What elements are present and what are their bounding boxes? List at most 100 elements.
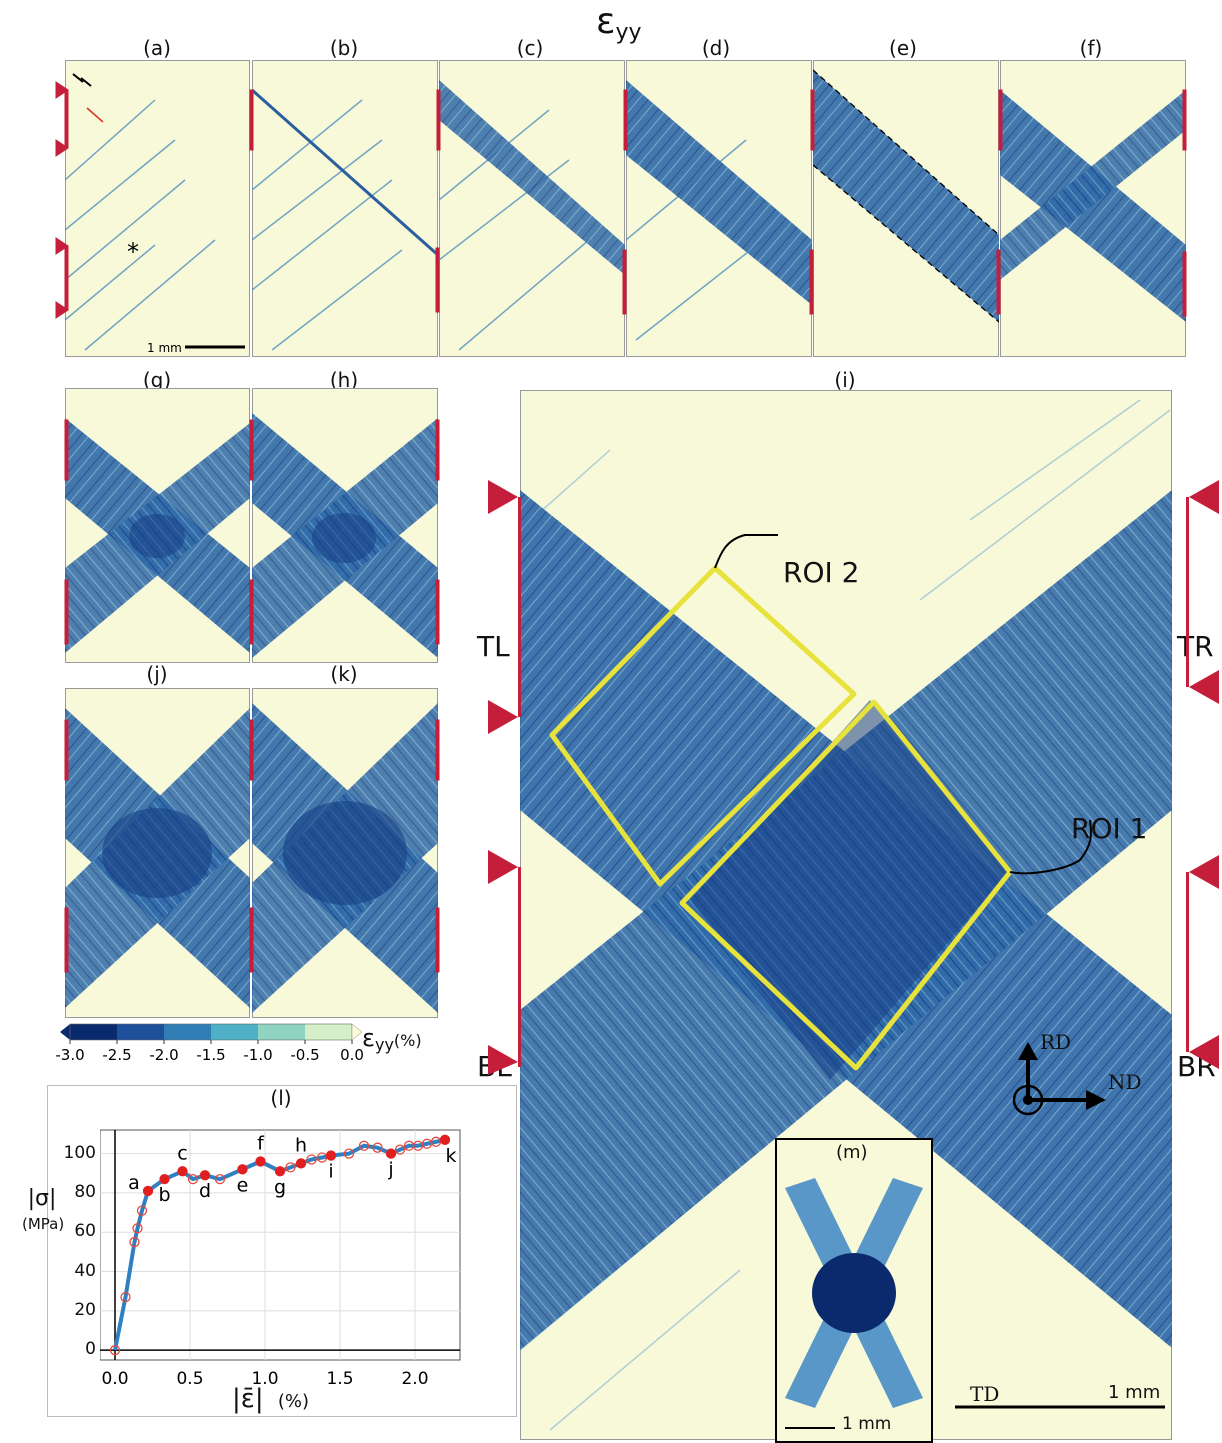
roi-2-label: ROI 2 <box>783 556 860 589</box>
y-tick-label: 80 <box>74 1181 96 1202</box>
inset-scale-label: 1 mm <box>842 1414 892 1434</box>
colorbar-tick-label: -1.0 <box>243 1046 272 1064</box>
highlight-label-k: k <box>445 1145 456 1167</box>
data-point <box>306 1154 317 1165</box>
highlight-point-e <box>237 1164 248 1175</box>
y-tick-label: 40 <box>74 1260 96 1281</box>
figure-title: εyy <box>596 4 642 51</box>
colorbar-tick-label: -1.5 <box>196 1046 225 1064</box>
colorbar-cell <box>305 1024 352 1040</box>
x-tick-label: 1.0 <box>251 1369 278 1389</box>
panel-i-grip-markers <box>488 480 1219 1075</box>
plot-area <box>100 1129 461 1361</box>
highlight-point-g <box>275 1166 285 1177</box>
scale-bar-label-small: 1 mm <box>147 341 182 355</box>
figure-title-main: ε <box>596 1 616 42</box>
panel-d-strain-map <box>626 60 812 357</box>
colorbar-cell <box>117 1024 164 1040</box>
panel-a-strain-map: * 1 mm <box>65 60 250 357</box>
highlight-label-f: f <box>257 1132 265 1154</box>
data-point <box>136 1205 148 1216</box>
y-tick-label: 0 <box>85 1339 96 1360</box>
highlight-label-g: g <box>274 1176 286 1198</box>
x-axis-label-main: |ε̄| <box>232 1384 264 1414</box>
colorbar: -3.0 -2.5 -2.0 -1.5 -1.0 -0.5 0.0 <box>55 1023 364 1064</box>
chart-title: (l) <box>270 1086 292 1110</box>
panel-label-a: (a) <box>143 36 171 60</box>
panel-h-strain-map <box>252 388 438 663</box>
axes-triad <box>955 1042 1165 1409</box>
highlight-point-a <box>143 1185 153 1196</box>
data-point <box>358 1140 370 1151</box>
highlight-point-f <box>255 1156 266 1167</box>
colorbar-cell <box>258 1024 305 1040</box>
panel-j-strain-map <box>65 688 250 1018</box>
colorbar-tick-label: -3.0 <box>55 1046 84 1064</box>
data-point <box>109 1345 121 1356</box>
colorbar-tick-label: -0.5 <box>290 1046 319 1064</box>
inset-label: (m) <box>836 1142 868 1163</box>
x-axis-label-unit: (%) <box>277 1391 309 1412</box>
panel-i-strain-map <box>520 390 1172 1440</box>
panel-label-f: (f) <box>1079 36 1103 60</box>
stress-strain-line <box>113 1137 446 1351</box>
panel-c-strain-map <box>439 60 625 357</box>
colorbar-label-sub: yy <box>374 1035 394 1054</box>
panel-label-j: (j) <box>146 662 168 686</box>
panel-label-k: (k) <box>330 662 358 686</box>
figure-title-sub: yy <box>615 20 642 45</box>
highlight-point-j <box>386 1148 396 1159</box>
highlight-point-d <box>200 1170 210 1181</box>
data-point <box>285 1162 296 1173</box>
colorbar-label-main: ε <box>362 1024 375 1052</box>
panel-e-strain-map <box>813 60 999 357</box>
panel-label-c: (c) <box>516 36 544 60</box>
highlight-label-c: c <box>177 1142 187 1164</box>
panel-b-strain-map <box>252 60 438 357</box>
highlight-point-i <box>326 1150 336 1161</box>
panel-label-d: (d) <box>701 36 731 60</box>
highlight-point-k <box>440 1134 450 1145</box>
data-point <box>394 1144 406 1155</box>
panel-k-strain-map <box>252 688 438 1018</box>
panel-f-strain-map <box>1000 60 1186 357</box>
highlight-label-h: h <box>295 1134 307 1156</box>
grip-label-tl: TL <box>477 630 510 663</box>
colorbar-tick-label: -2.0 <box>149 1046 178 1064</box>
data-point <box>214 1173 226 1185</box>
y-tick-label: 100 <box>63 1142 96 1163</box>
inset-m <box>775 1138 933 1443</box>
svg-text:*: * <box>127 238 139 266</box>
colorbar-label-unit: (%) <box>393 1031 422 1050</box>
data-point <box>187 1173 199 1185</box>
data-point <box>132 1223 143 1234</box>
colorbar-cell <box>211 1024 258 1040</box>
colorbar-cell <box>70 1024 117 1040</box>
roi-1-label: ROI 1 <box>1071 812 1148 845</box>
highlight-label-e: e <box>237 1174 249 1196</box>
panel-label-b: (b) <box>329 36 359 60</box>
highlight-label-j: j <box>387 1159 393 1181</box>
colorbar-label: εyy(%) <box>362 1024 422 1054</box>
data-point <box>343 1148 355 1159</box>
y-tick-label: 60 <box>74 1221 96 1242</box>
colorbar-tick-label: -2.5 <box>102 1046 131 1064</box>
y-axis-label-unit: (MPa) <box>22 1215 65 1233</box>
highlight-label-a: a <box>128 1172 140 1194</box>
x-tick-label: 1.5 <box>326 1369 353 1389</box>
y-axis-label: |σ| (MPa) <box>22 1186 65 1233</box>
colorbar-cell <box>164 1024 211 1040</box>
panel-g-strain-map <box>65 388 250 663</box>
x-tick-label: 0.0 <box>101 1369 128 1389</box>
highlight-point-h <box>296 1158 306 1169</box>
highlight-label-b: b <box>158 1184 170 1206</box>
highlight-label-i: i <box>328 1161 333 1183</box>
x-tick-label: 2.0 <box>401 1369 428 1389</box>
highlight-point-c <box>177 1166 188 1177</box>
data-point <box>372 1142 383 1153</box>
panel-label-i: (i) <box>834 368 856 392</box>
x-axis-label: |ε̄| (%) <box>232 1384 309 1414</box>
highlight-point-b <box>159 1174 170 1185</box>
scale-bar-label-large: 1 mm <box>1108 1382 1161 1403</box>
